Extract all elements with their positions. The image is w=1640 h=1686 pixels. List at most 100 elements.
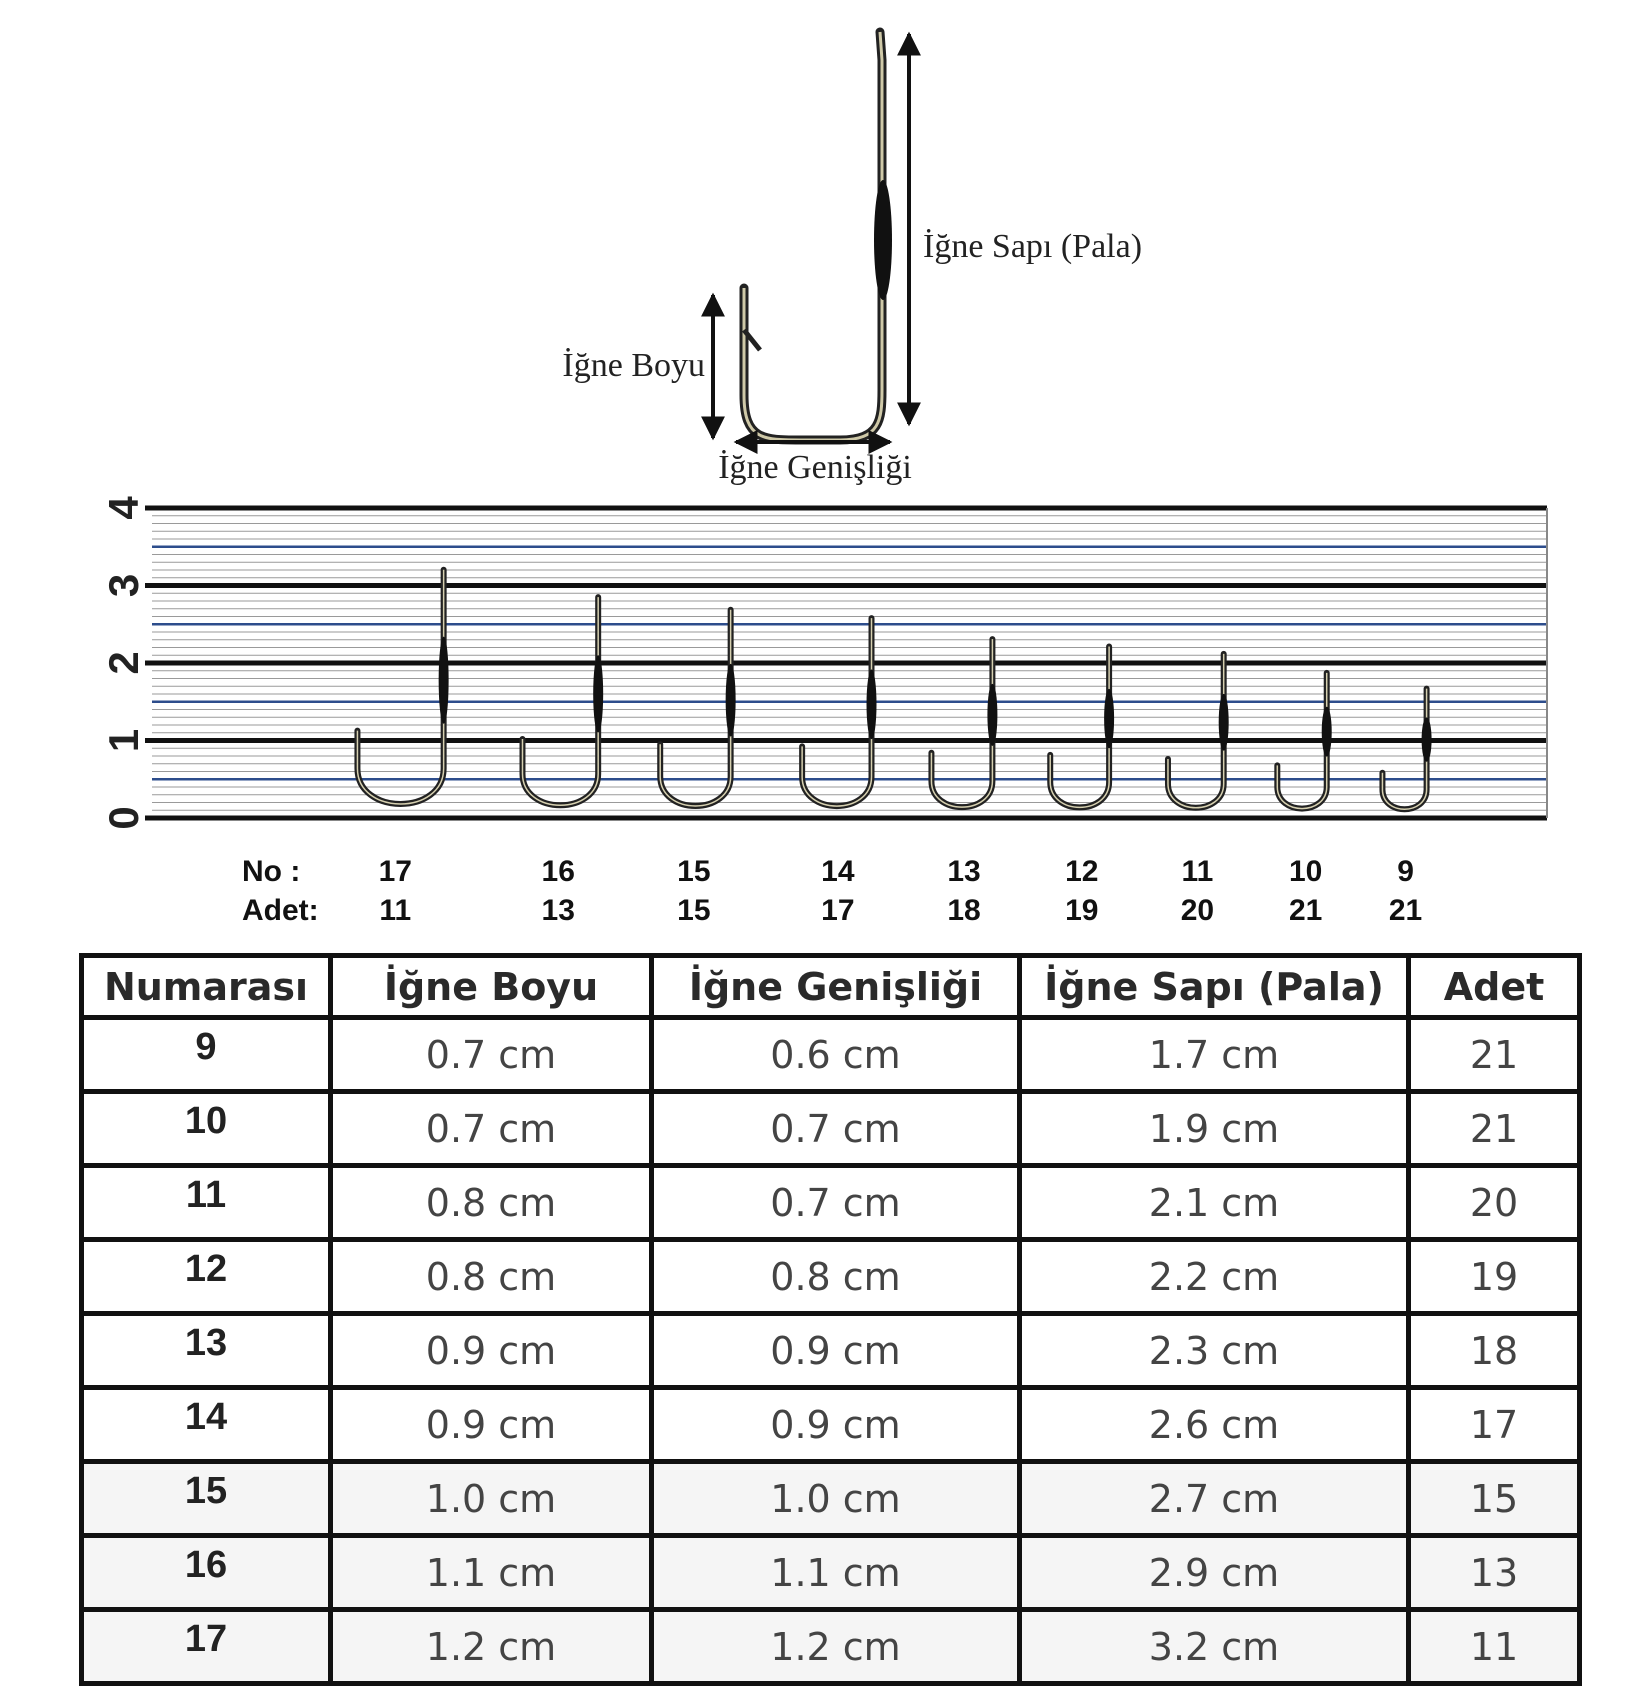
header-cell: İğne Boyu xyxy=(328,953,654,1020)
hook-adet: 13 xyxy=(542,894,575,927)
hook xyxy=(354,566,447,807)
hook-highlight xyxy=(1167,653,1225,809)
no-label: No : xyxy=(242,855,300,888)
table-cell: 13 xyxy=(1406,1533,1582,1612)
main-hook xyxy=(739,27,892,445)
header-cell: İğne Genişliği xyxy=(649,953,1022,1020)
hook xyxy=(799,615,875,809)
hook-no: 13 xyxy=(947,855,980,888)
table-row: 11 0.8 cm 0.7 cm 2.1 cm 20 xyxy=(79,1163,1582,1242)
hook-adet: 21 xyxy=(1389,894,1422,927)
hook xyxy=(1164,650,1227,811)
hook-shank xyxy=(438,636,449,724)
table-cell: 1.0 cm xyxy=(328,1459,654,1538)
table-cell: 17 xyxy=(1406,1385,1582,1464)
hook-highlight xyxy=(521,597,599,806)
ruler-tick-label: 3 xyxy=(100,574,147,597)
hook-adet: 17 xyxy=(821,894,854,927)
table-cell: 1.0 cm xyxy=(649,1459,1022,1538)
hook xyxy=(657,606,734,809)
hook xyxy=(1379,685,1430,813)
table-cell: 0.7 cm xyxy=(649,1089,1022,1168)
size-number: 14 xyxy=(79,1385,333,1464)
table-row: 12 0.8 cm 0.8 cm 2.2 cm 19 xyxy=(79,1237,1582,1316)
table-cell: 2.7 cm xyxy=(1017,1459,1411,1538)
table-cell: 2.2 cm xyxy=(1017,1237,1411,1316)
header-cell: Adet xyxy=(1406,953,1582,1020)
size-number: 9 xyxy=(79,1015,333,1094)
ruler-hooks xyxy=(354,566,1432,813)
table-cell: 0.9 cm xyxy=(649,1311,1022,1390)
hook-highlight xyxy=(930,639,994,808)
table-cell: 18 xyxy=(1406,1311,1582,1390)
table-cell: 1.1 cm xyxy=(328,1533,654,1612)
hook-adet: 11 xyxy=(379,894,411,927)
header-row: Numarası İğne Boyu İğne Genişliği İğne Sapı… xyxy=(79,953,1582,1020)
size-number: 15 xyxy=(79,1459,333,1538)
table-row: 9 0.7 cm 0.6 cm 1.7 cm 21 xyxy=(79,1015,1582,1094)
table-cell: 21 xyxy=(1406,1015,1582,1094)
hook-adet: 20 xyxy=(1181,894,1214,927)
length-label: İğne Boyu xyxy=(562,347,705,384)
table-cell: 21 xyxy=(1406,1089,1582,1168)
table-cell: 2.3 cm xyxy=(1017,1311,1411,1390)
table-cell: 2.6 cm xyxy=(1017,1385,1411,1464)
table-cell: 11 xyxy=(1406,1607,1582,1686)
table-cell: 0.8 cm xyxy=(328,1237,654,1316)
table-cell: 0.8 cm xyxy=(328,1163,654,1242)
header-cell: Numarası xyxy=(79,953,333,1020)
table-cell: 20 xyxy=(1406,1163,1582,1242)
hook-highlight xyxy=(1049,646,1110,809)
hook-no: 17 xyxy=(379,855,412,888)
table-cell: 1.7 cm xyxy=(1017,1015,1411,1094)
size-number: 17 xyxy=(79,1607,333,1686)
hook-highlight xyxy=(801,618,873,807)
hook-no: 9 xyxy=(1397,855,1414,888)
table-row: 17 1.2 cm 1.2 cm 3.2 cm 11 xyxy=(79,1607,1582,1686)
table-cell: 1.1 cm xyxy=(649,1533,1022,1612)
hook-adet: 15 xyxy=(677,894,710,927)
table-cell: 0.7 cm xyxy=(328,1015,654,1094)
size-number: 13 xyxy=(79,1311,333,1390)
ruler-tick-label: 1 xyxy=(100,729,147,752)
hook-adet: 19 xyxy=(1065,894,1098,927)
table-cell: 1.9 cm xyxy=(1017,1089,1411,1168)
size-number: 11 xyxy=(79,1163,333,1242)
hook-shank xyxy=(1218,693,1229,751)
shank-label: İğne Sapı (Pala) xyxy=(923,228,1142,265)
table-row: 16 1.1 cm 1.1 cm 2.9 cm 13 xyxy=(79,1533,1582,1612)
table-cell: 0.7 cm xyxy=(328,1089,654,1168)
hook-adet: 21 xyxy=(1289,894,1322,927)
size-number: 12 xyxy=(79,1237,333,1316)
hook-shank xyxy=(593,655,604,733)
hook-highlight xyxy=(1381,688,1428,810)
hook-no: 12 xyxy=(1065,855,1098,888)
table-cell: 2.1 cm xyxy=(1017,1163,1411,1242)
hook-adet: 18 xyxy=(947,894,980,927)
table-cell: 19 xyxy=(1406,1237,1582,1316)
adet-label: Adet: xyxy=(242,894,319,927)
hook-shank xyxy=(1421,717,1432,762)
size-number: 10 xyxy=(79,1089,333,1168)
width-label: İğne Genişliği xyxy=(718,449,912,486)
table-cell: 3.2 cm xyxy=(1017,1607,1411,1686)
table-row: 15 1.0 cm 1.0 cm 2.7 cm 15 xyxy=(79,1459,1582,1538)
size-number: 16 xyxy=(79,1533,333,1612)
table-cell: 0.9 cm xyxy=(328,1311,654,1390)
hook-shank xyxy=(1104,688,1115,749)
table-cell: 2.9 cm xyxy=(1017,1533,1411,1612)
hook-shank xyxy=(725,663,736,737)
hook-no: 15 xyxy=(677,855,710,888)
table-row: 10 0.7 cm 0.7 cm 1.9 cm 21 xyxy=(79,1089,1582,1168)
table-cell: 0.8 cm xyxy=(649,1237,1022,1316)
figure: İğne Sapı (Pala) İğne Boyu İğne Genişliğ… xyxy=(100,27,1548,927)
table-cell: 0.9 cm xyxy=(649,1385,1022,1464)
table-row: 13 0.9 cm 0.9 cm 2.3 cm 18 xyxy=(79,1311,1582,1390)
table-cell: 1.2 cm xyxy=(328,1607,654,1686)
table-cell: 0.7 cm xyxy=(649,1163,1022,1242)
table-cell: 1.2 cm xyxy=(649,1607,1022,1686)
ruler-tick-label: 0 xyxy=(100,806,147,829)
table-cell: 0.9 cm xyxy=(328,1385,654,1464)
hook-shank xyxy=(987,683,998,746)
hook-highlight xyxy=(659,609,732,807)
